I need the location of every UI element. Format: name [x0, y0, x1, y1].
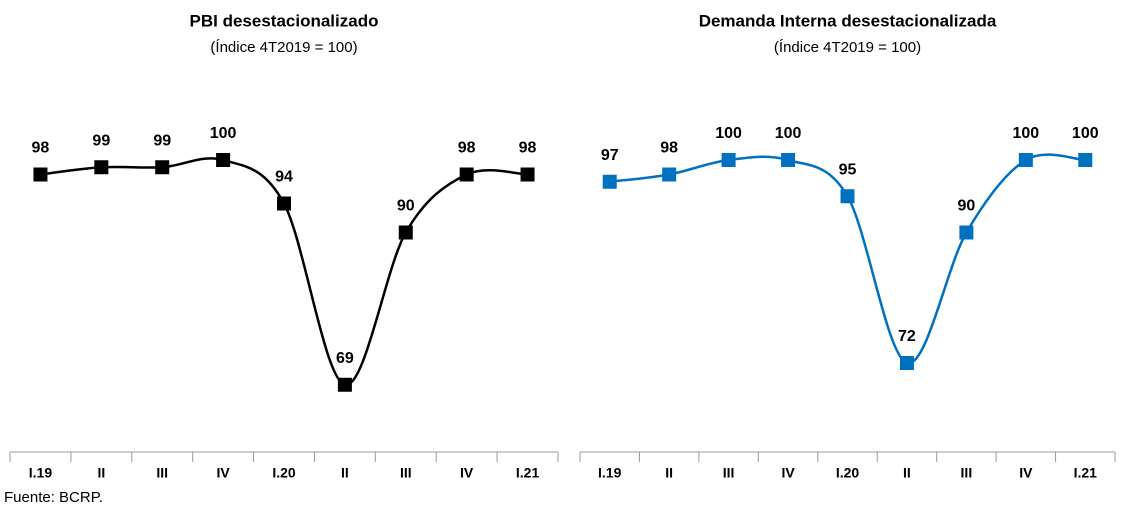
data-label: 97	[601, 147, 619, 164]
x-tick-label: IV	[1019, 465, 1033, 481]
marker	[33, 167, 48, 182]
x-tick-label: II	[903, 465, 911, 481]
marker	[398, 225, 413, 240]
marker	[520, 167, 535, 182]
data-label: 98	[519, 140, 537, 157]
data-label: 99	[153, 132, 171, 149]
source: Fuente: BCRP.	[4, 489, 103, 506]
data-label: 72	[898, 328, 916, 345]
line	[609, 153, 1086, 365]
data-label: 100	[1072, 125, 1099, 142]
data-label: 100	[210, 125, 237, 142]
x-tick-label: III	[400, 465, 412, 481]
chart-title: Demanda Interna desestacionalizada	[699, 11, 997, 30]
marker	[337, 377, 352, 392]
data-label: 90	[397, 198, 415, 215]
marker	[662, 167, 677, 182]
marker	[781, 153, 796, 167]
marker	[1078, 153, 1093, 167]
data-label: 98	[32, 140, 50, 157]
x-tick-label: I.20	[836, 465, 860, 481]
marker	[721, 153, 736, 167]
data-label: 100	[775, 125, 802, 142]
line	[40, 157, 528, 386]
data-label: 99	[92, 132, 110, 149]
x-tick-label: IV	[216, 465, 230, 481]
marker	[840, 189, 855, 204]
x-tick-label: I.21	[516, 465, 540, 481]
x-tick-label: IV	[781, 465, 795, 481]
x-tick-label: I.19	[29, 465, 53, 481]
data-label: 69	[336, 350, 354, 367]
data-label: 94	[275, 169, 293, 186]
chart-subtitle: (Índice 4T2019 = 100)	[210, 39, 357, 56]
marker	[94, 160, 109, 175]
x-tick-label: IV	[460, 465, 474, 481]
marker	[277, 196, 291, 211]
marker	[1018, 153, 1033, 167]
marker	[899, 356, 914, 370]
marker	[155, 160, 170, 175]
x-tick-label: I.20	[272, 465, 296, 481]
x-tick-label: I.21	[1074, 465, 1098, 481]
x-tick-label: I.19	[598, 465, 622, 481]
marker	[459, 167, 474, 182]
chart-title: PBI desestacionalizado	[190, 11, 379, 30]
x-tick-label: III	[156, 465, 168, 481]
data-label: 100	[715, 125, 742, 142]
data-label: 98	[660, 140, 678, 157]
data-label: 95	[839, 161, 857, 178]
x-tick-label: II	[97, 465, 105, 481]
marker	[216, 153, 231, 167]
x-tick-label: II	[665, 465, 673, 481]
chart-subtitle: (Índice 4T2019 = 100)	[774, 39, 921, 56]
marker	[959, 225, 974, 240]
data-label: 98	[458, 140, 476, 157]
x-tick-label: III	[723, 465, 735, 481]
marker	[602, 174, 617, 189]
data-label: 90	[957, 198, 975, 215]
x-tick-label: III	[961, 465, 973, 481]
x-tick-label: II	[341, 465, 349, 481]
data-label: 100	[1012, 125, 1039, 142]
